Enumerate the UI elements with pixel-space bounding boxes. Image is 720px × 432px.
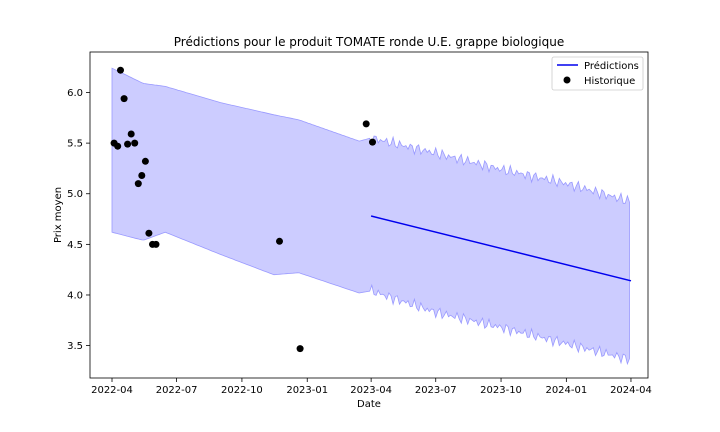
y-axis: 3.5 4.0 4.5 5.0 5.5 6.0	[67, 88, 90, 352]
history-point	[117, 66, 124, 74]
history-point	[134, 180, 142, 188]
y-tick-label: 4.0	[67, 290, 83, 301]
history-point	[120, 95, 128, 103]
history-point	[276, 237, 283, 245]
x-tick-label: 2023-01	[286, 385, 328, 396]
history-point	[131, 139, 139, 147]
y-tick-label: 6.0	[67, 88, 83, 99]
history-point	[114, 142, 122, 150]
y-tick-label: 5.5	[67, 139, 83, 150]
legend: Prédictions Historique	[551, 56, 644, 91]
y-axis-label: Prix moyen	[53, 187, 64, 243]
history-point	[127, 130, 135, 138]
history-point	[152, 240, 160, 248]
history-point	[141, 157, 149, 165]
x-tick-label: 2022-07	[156, 385, 198, 396]
x-tick-label: 2022-04	[91, 385, 133, 396]
prediction-line	[370, 215, 632, 282]
history-point	[369, 138, 376, 146]
y-tick-label: 3.5	[67, 341, 83, 352]
y-tick-label: 5.0	[67, 189, 83, 200]
x-tick-label: 2024-04	[610, 385, 652, 396]
chart-title: Prédictions pour le produit TOMATE ronde…	[174, 35, 564, 49]
y-tick-label: 4.5	[67, 240, 83, 251]
x-axis-label: Date	[357, 399, 381, 410]
legend-history-label: Historique	[584, 76, 635, 87]
confidence-band	[111, 67, 630, 366]
history-point	[124, 140, 132, 148]
x-tick-label: 2022-10	[221, 385, 263, 396]
x-tick-label: 2023-10	[480, 385, 522, 396]
history-point	[138, 172, 146, 179]
legend-prediction-label: Prédictions	[584, 60, 639, 72]
history-point	[145, 229, 153, 237]
plot-area	[110, 66, 632, 366]
x-tick-label: 2023-07	[415, 385, 457, 396]
x-tick-label: 2023-04	[350, 385, 392, 396]
x-tick-label: 2024-01	[545, 385, 587, 396]
plot-frame	[89, 51, 649, 379]
legend-history-swatch	[563, 76, 571, 84]
history-point	[362, 120, 370, 128]
history-point	[296, 345, 304, 353]
x-axis: 2022-04 2022-07 2022-10 2023-01 2023-04 2023-…	[91, 378, 652, 396]
